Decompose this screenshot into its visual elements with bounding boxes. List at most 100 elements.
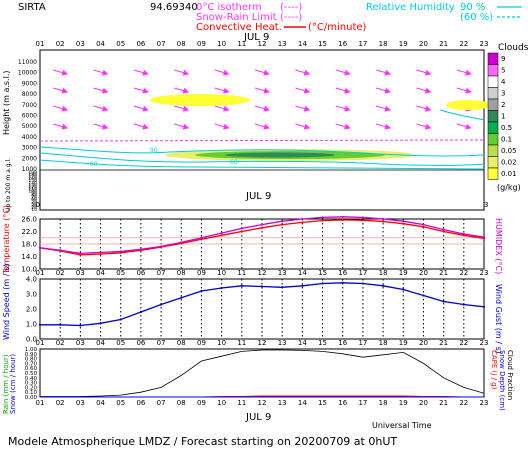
wind-arrow-3-21 xyxy=(456,123,472,130)
hour-tick-label-2-09: 09 xyxy=(197,269,206,277)
precip-panel: 1.000.900.800.700.600.500.400.300.200.10… xyxy=(2,347,514,414)
wind-series xyxy=(38,281,486,327)
hour-tick-label-4-21: 21 xyxy=(439,399,448,407)
legend-humidity-label: Relative Humidity xyxy=(366,2,455,13)
hour-tick-label-3-11: 11 xyxy=(237,339,246,347)
clouds-legend-unit: (g/kg) xyxy=(497,183,521,192)
hour-tick-label-3-08: 08 xyxy=(177,339,186,347)
hour-tick-label-3-07: 07 xyxy=(157,339,166,347)
wind-point-0-17 xyxy=(381,284,385,287)
cloud-y-tick-low-140: 140 xyxy=(28,180,37,186)
hour-tick-label-3-03: 03 xyxy=(76,339,85,347)
precip-y-tick-1.00: 1.00 xyxy=(25,347,38,353)
wind-point-0-18 xyxy=(402,288,405,291)
humidity-contour-60-a xyxy=(39,152,485,166)
hour-tick-label-2-11: 11 xyxy=(237,269,246,277)
clouds-legend-swatch-2 xyxy=(487,75,499,88)
hour-tick-label-3-18: 18 xyxy=(379,339,388,347)
wind-point-0-2 xyxy=(79,324,82,327)
hour-tick-label-2-14: 14 xyxy=(298,269,307,277)
cloud-y-tick-low-150: 150 xyxy=(28,178,37,184)
precip-y-ticks: 1.000.900.800.700.600.500.400.300.200.10… xyxy=(25,347,38,401)
hour-tick-label-2-12: 12 xyxy=(258,269,267,277)
temperature-point-1-7 xyxy=(180,241,183,244)
wind-point-0-16 xyxy=(361,282,365,285)
cloud-height-panel: 90 60 60 11000 10000 9000 8000 7000 6000 5000 4… xyxy=(2,49,490,213)
legend-snowrain-label: Snow-Rain Limit xyxy=(196,12,277,23)
cloud-y-tick-2000: 2000 xyxy=(22,155,37,162)
precip-y-tick-0.10: 0.10 xyxy=(25,390,38,396)
cloud-y-tick-low-30: 30 xyxy=(31,203,37,209)
cloud-y-tick-4000: 4000 xyxy=(22,134,37,141)
hour-tick-label-2-01: 01 xyxy=(36,269,45,277)
temperature-point-1-6 xyxy=(159,245,163,248)
legend-convective-label: Convective Heat. xyxy=(196,22,282,33)
hour-tick-label-3-01: 01 xyxy=(36,339,45,347)
hour-tick-label-2-08: 08 xyxy=(177,269,186,277)
wind-arrow-3-7 xyxy=(174,123,190,130)
temperature-point-1-9 xyxy=(220,231,223,235)
legend-convective-code: (°C/minute) xyxy=(308,22,367,33)
hour-tick-label-2-06: 06 xyxy=(136,269,145,277)
hour-tick-label-0-11: 11 xyxy=(237,40,246,48)
temperature-y-tick-10.0: 10.0 xyxy=(21,266,37,274)
cloud-y-tick-6000: 6000 xyxy=(22,113,37,120)
hour-tick-label-2-19: 19 xyxy=(399,269,408,277)
hour-tick-label-0-09: 09 xyxy=(197,40,206,48)
temperature-point-1-8 xyxy=(200,236,203,239)
hour-tick-label-2-22: 22 xyxy=(459,269,468,277)
temperature-point-0-16 xyxy=(361,219,365,222)
precip-y-tick-0.60: 0.60 xyxy=(25,366,38,372)
temperature-point-1-1 xyxy=(59,249,62,252)
temperature-point-1-5 xyxy=(139,248,143,251)
universal-time-label: Universal Time xyxy=(372,421,432,430)
hour-tick-label-0-03: 03 xyxy=(76,40,85,48)
hour-tick-label-0-16: 16 xyxy=(338,40,347,48)
cloud-patch-high-right xyxy=(446,100,490,110)
wind-arrow-1-21 xyxy=(456,87,472,94)
hour-tick-label-4-20: 20 xyxy=(419,399,428,407)
clouds-legend-level-7: 0.1 xyxy=(501,136,512,144)
humidex-y-label: HUMIDEX (°C) xyxy=(494,218,503,274)
legend-snowrain-code: (----) xyxy=(280,12,302,23)
clouds-legend-swatch-1 xyxy=(487,64,499,77)
wind-point-0-10 xyxy=(240,284,243,287)
temperature-point-0-13 xyxy=(301,221,304,224)
precip-y-tick-0.50: 0.50 xyxy=(25,371,38,377)
precip-series xyxy=(40,349,485,398)
hour-tick-label-0-05: 05 xyxy=(116,40,125,48)
wind-point-0-22 xyxy=(482,305,486,308)
rain-y-label: Rain (mm / hour) xyxy=(2,354,10,414)
wind-y-tick-2.0: 2.0 xyxy=(26,306,37,314)
wind-arrow-2-1 xyxy=(53,105,69,112)
humidity-contour-60-b xyxy=(39,159,485,170)
cloud-y-tick-low-180: 180 xyxy=(28,172,37,178)
cloud-y-label: Height (m a.s.l.) xyxy=(2,71,11,136)
temperature-point-1-12 xyxy=(281,220,284,223)
wind-arrow-0-11 xyxy=(254,69,270,76)
hour-tick-label-0-06: 06 xyxy=(136,40,145,48)
temperature-point-0-8 xyxy=(200,238,203,241)
cloud-y-tick-low-20: 20 xyxy=(31,205,37,211)
temperature-point-0-12 xyxy=(281,223,284,226)
clouds-legend-level-6: 0.5 xyxy=(501,124,512,132)
cloud-y-tick-9000: 9000 xyxy=(22,80,37,87)
wind-point-0-9 xyxy=(220,286,223,290)
wind-point-0-19 xyxy=(422,294,425,297)
cloud-y-tick-low-190: 190 xyxy=(28,170,37,176)
station-name: SIRTA xyxy=(18,2,46,13)
wind-arrow-0-3 xyxy=(93,69,109,76)
wind-arrow-2-5 xyxy=(133,105,149,112)
hour-tick-label-0-21: 21 xyxy=(439,40,448,48)
header: SIRTA 94.69340 0°C isotherm (----) Snow-… xyxy=(18,2,522,43)
wind-y-tick-3.0: 3.0 xyxy=(26,291,37,299)
wind-arrow-3-9 xyxy=(214,123,230,130)
temperature-point-0-18 xyxy=(402,222,405,225)
cloud-y-tick-1000: 1000 xyxy=(22,166,37,173)
wind-arrow-0-19 xyxy=(416,69,432,76)
precip-y-tick-0.30: 0.30 xyxy=(25,381,38,387)
temperature-point-1-19 xyxy=(422,223,425,226)
hour-tick-label-0-13: 13 xyxy=(278,40,287,48)
temperature-point-0-3 xyxy=(99,252,102,256)
hour-tick-label-3-13: 13 xyxy=(278,339,287,347)
